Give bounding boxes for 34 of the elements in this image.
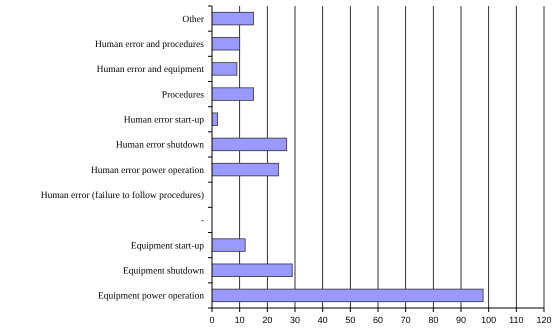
x-tick-label: 110 xyxy=(509,315,524,325)
bar xyxy=(212,264,293,277)
bar xyxy=(212,162,279,176)
y-tick-label: Human error and equipment xyxy=(96,65,204,76)
y-tick-label: Human error (failure to follow procedures) xyxy=(40,191,204,202)
x-tick-label: 10 xyxy=(234,315,245,325)
x-tick-label: 80 xyxy=(428,315,438,325)
bar xyxy=(212,12,254,26)
x-tick-label: 20 xyxy=(262,315,272,325)
bar xyxy=(212,288,484,302)
x-tick-label: 90 xyxy=(456,315,466,325)
y-tick-label: Equipment start-up xyxy=(130,241,204,252)
x-tick-label: 0 xyxy=(209,315,215,325)
x-tick-label: 50 xyxy=(345,315,356,325)
x-tick-label: 40 xyxy=(318,315,328,325)
y-tick-label: Equipment shutdown xyxy=(122,266,204,277)
x-tick-label: 120 xyxy=(536,315,552,325)
bar xyxy=(212,87,254,101)
y-tick-label: Equipment power operation xyxy=(98,292,204,302)
x-tick-label: 100 xyxy=(481,315,496,325)
x-tick-label: 70 xyxy=(400,315,411,325)
y-tick-label: Other xyxy=(182,14,205,25)
y-tick-label: Human error start-up xyxy=(124,116,204,126)
y-tick-label: Human error shutdown xyxy=(116,140,204,151)
y-tick-label: Procedures xyxy=(162,90,204,100)
y-tick-label: Human error power operation xyxy=(90,166,204,176)
x-tick-label: 30 xyxy=(290,315,300,325)
y-tick-label: Human error and procedures xyxy=(95,40,204,50)
bar xyxy=(212,238,246,252)
bar xyxy=(212,37,240,50)
bar xyxy=(212,138,288,152)
x-tick-label: 60 xyxy=(372,315,384,325)
bar xyxy=(212,62,238,76)
y-tick-label: - xyxy=(200,216,204,226)
